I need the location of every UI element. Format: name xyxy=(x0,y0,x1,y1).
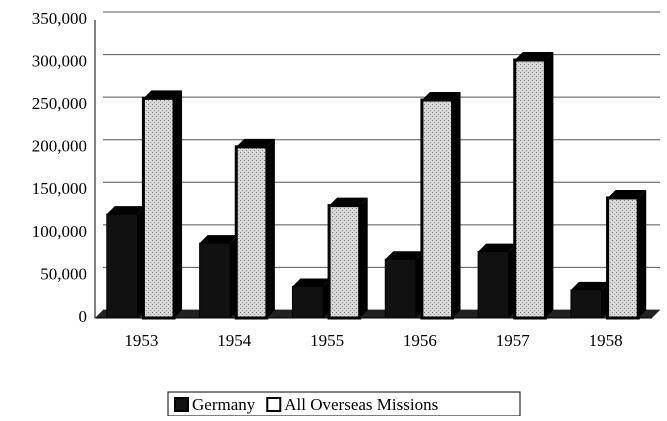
y-tick-label: 200,000 xyxy=(32,137,87,156)
legend-swatch xyxy=(266,397,282,412)
bar-face xyxy=(545,52,554,318)
y-tick-label: 100,000 xyxy=(32,222,87,241)
bar-face xyxy=(199,235,239,244)
bar xyxy=(199,235,239,319)
bar-face xyxy=(384,258,417,319)
x-tick-label: 1955 xyxy=(310,331,344,350)
x-tick-label: 1956 xyxy=(403,331,437,350)
bar-face xyxy=(514,52,554,61)
y-tick-label: 50,000 xyxy=(40,264,87,283)
bar xyxy=(513,52,554,320)
bar-face xyxy=(291,285,324,319)
bar xyxy=(234,138,275,320)
y-tick-label: 250,000 xyxy=(32,94,87,113)
x-tick-label: 1957 xyxy=(496,331,531,350)
bar-face xyxy=(477,251,510,319)
y-tick-label: 0 xyxy=(79,307,88,326)
bar-face xyxy=(266,138,275,318)
x-tick-label: 1954 xyxy=(217,331,252,350)
bar-face xyxy=(452,92,461,318)
bar-face xyxy=(327,204,362,320)
bar-face xyxy=(106,213,138,319)
bar xyxy=(477,243,517,319)
x-tick-label: 1953 xyxy=(124,331,158,350)
bar-face xyxy=(329,197,368,206)
bar-face xyxy=(141,96,176,320)
bar xyxy=(420,92,461,320)
bar-face xyxy=(174,90,183,319)
bar xyxy=(141,90,183,320)
bar xyxy=(384,251,424,319)
x-tick-label: 1958 xyxy=(589,331,623,350)
bar-face xyxy=(236,138,275,147)
bar-face xyxy=(513,58,547,320)
bar xyxy=(106,206,146,319)
bar-face xyxy=(292,278,332,287)
bar xyxy=(327,197,368,320)
bar-face xyxy=(106,206,146,215)
y-tick-label: 300,000 xyxy=(32,51,87,70)
bar-face xyxy=(199,242,231,319)
bar-face xyxy=(421,92,461,101)
legend-label: All Overseas Missions xyxy=(284,395,438,414)
y-tick-label: 150,000 xyxy=(32,179,87,198)
y-tick-label: 350,000 xyxy=(32,9,87,28)
bar-face xyxy=(234,145,269,320)
bar xyxy=(570,281,610,319)
bar-face xyxy=(359,197,368,318)
bar-face xyxy=(478,243,517,252)
bar xyxy=(291,278,332,319)
legend-swatch xyxy=(174,397,189,412)
bar xyxy=(606,189,647,320)
bar-face xyxy=(385,251,424,260)
bar-face xyxy=(420,98,455,320)
bar-face xyxy=(570,281,610,290)
bar-face xyxy=(143,90,183,99)
bar-face xyxy=(606,196,640,320)
bar-face xyxy=(570,289,603,319)
legend-label: Germany xyxy=(192,395,256,414)
bar-face xyxy=(638,189,647,318)
bar-face xyxy=(607,189,647,198)
